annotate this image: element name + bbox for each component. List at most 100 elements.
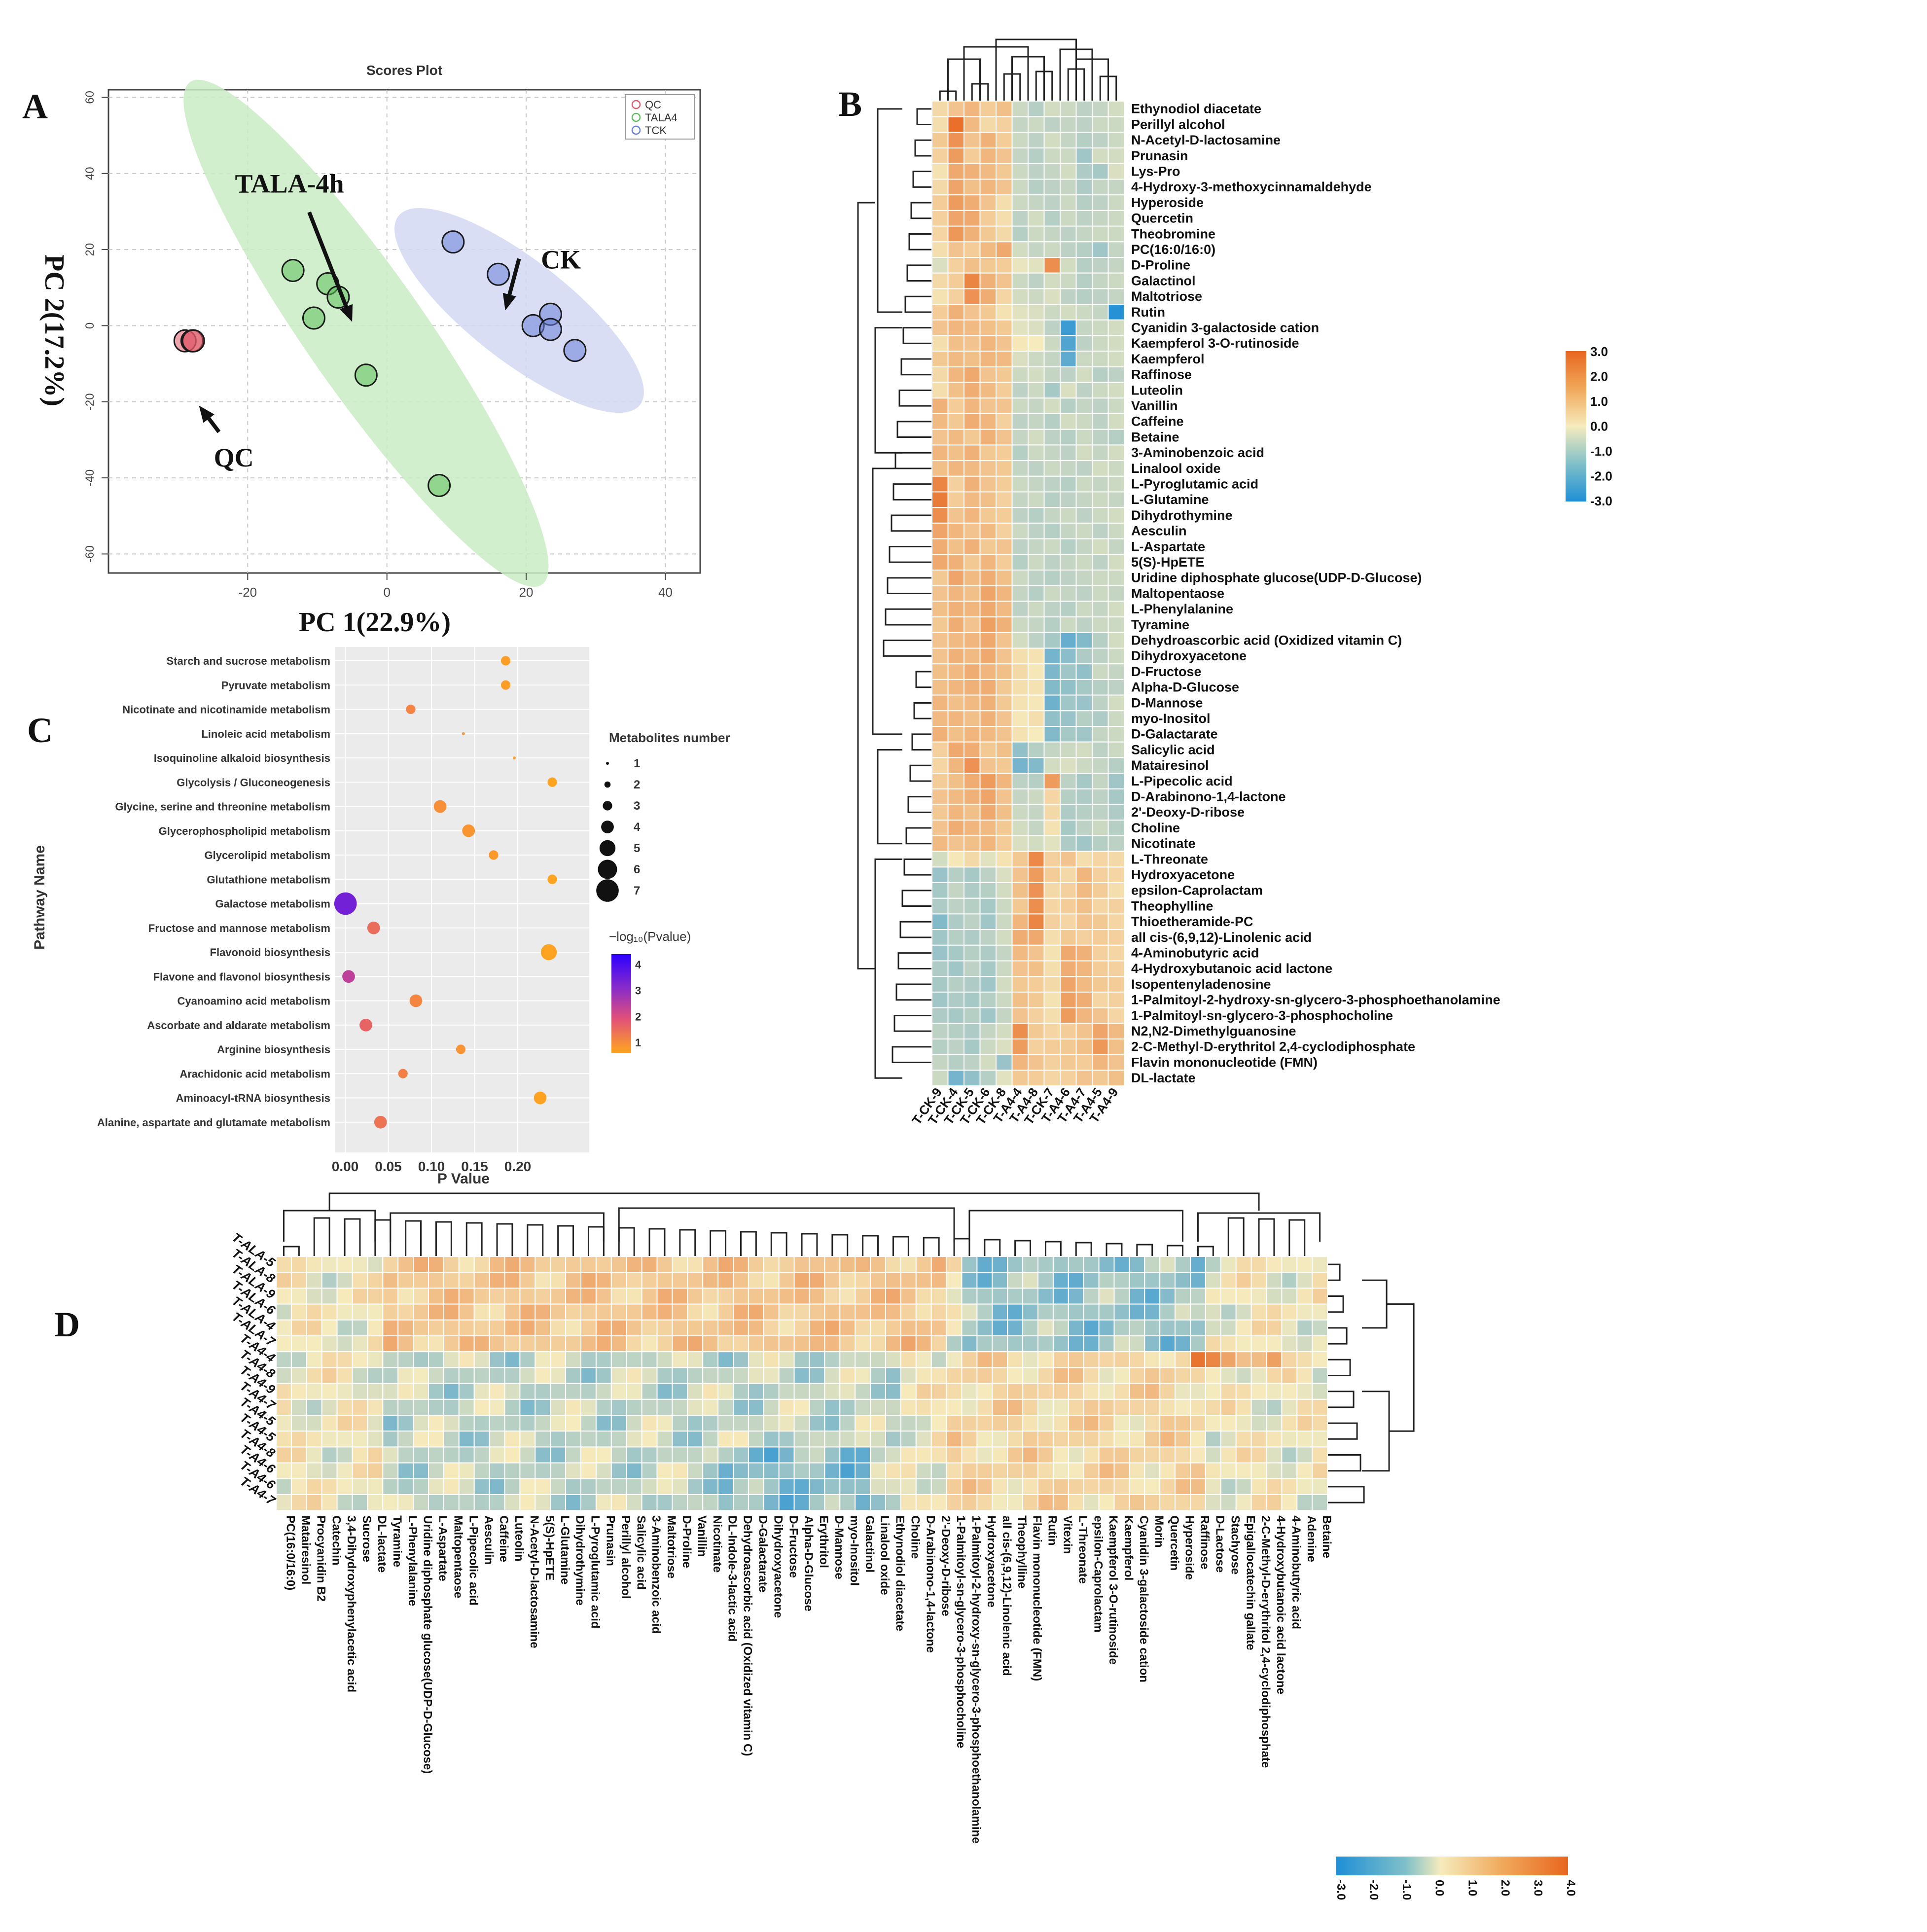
heatmap-b-cell (931, 929, 949, 946)
heatmap-d-cell (1266, 1383, 1283, 1400)
heatmap-b-cell (964, 194, 981, 211)
heatmap-d-cell (473, 1367, 490, 1384)
heatmap-d-cell (839, 1272, 856, 1289)
heatmap-b-cell (931, 773, 949, 789)
heatmap-d-cell (702, 1383, 719, 1400)
dendrogram-branch (465, 1222, 483, 1256)
heatmap-d-cell (565, 1351, 581, 1368)
heatmap-d-cell (915, 1462, 932, 1479)
heatmap-d-cell (1144, 1415, 1161, 1432)
heatmap-b-cell (931, 585, 949, 602)
heatmap-b-cell (1028, 991, 1045, 1008)
heatmap-d-cell (1068, 1415, 1084, 1432)
heatmap-d-cell (1296, 1319, 1313, 1337)
heatmap-b-cell (931, 616, 949, 633)
heatmap-d-cell (672, 1288, 688, 1305)
size-legend-label: 3 (634, 799, 640, 813)
heatmap-b-cell (1028, 882, 1045, 899)
heatmap-d-cell (1098, 1335, 1115, 1353)
heatmap-b-cell (1092, 944, 1109, 962)
heatmap-d-cell (1296, 1431, 1313, 1448)
heatmap-b-cell (1028, 570, 1045, 586)
heatmap-d-cell (839, 1398, 856, 1416)
heatmap-b-cell (1060, 976, 1077, 993)
heatmap-b-cell (1107, 351, 1125, 367)
heatmap-b-cell (1092, 429, 1109, 446)
heatmap-d-cell (687, 1431, 704, 1448)
heatmap-b-cell (931, 304, 949, 321)
heatmap-b-cell (964, 663, 981, 680)
heatmap-d-cell (580, 1494, 597, 1511)
heatmap-b-cell (1043, 116, 1061, 133)
heatmap-b-cell (947, 272, 964, 289)
heatmap-d-cell (976, 1303, 993, 1321)
heatmap-d-cell (946, 1319, 963, 1337)
heatmap-d-cell (473, 1478, 490, 1496)
heatmap-d-col-label: 4-Aminobutyric acid (1289, 1515, 1303, 1629)
heatmap-d-cell (397, 1415, 414, 1432)
heatmap-d-cell (1052, 1319, 1069, 1337)
dendrogram-branch (923, 1237, 940, 1256)
heatmap-b-cell (947, 554, 964, 571)
heatmap-b-cell (1011, 366, 1029, 383)
heatmap-d-cell (1281, 1446, 1298, 1464)
size-legend-dot (606, 762, 609, 765)
heatmap-b-cell (931, 1070, 949, 1087)
heatmap-d-cell (473, 1303, 490, 1321)
heatmap-b-cell (947, 475, 964, 493)
heatmap-d-col-label: D-Lactose (1213, 1515, 1227, 1573)
heatmap-d-cell (839, 1415, 856, 1432)
heatmap-b-cell (931, 194, 949, 211)
heatmap-b-cell (979, 351, 997, 367)
heatmap-d-cell (306, 1319, 322, 1337)
heatmap-b-cell (996, 976, 1013, 993)
heatmap-b-cell (1092, 882, 1109, 899)
heatmap-d-cell (961, 1415, 978, 1432)
heatmap-d-cell (489, 1383, 505, 1400)
heatmap-b-cell (1107, 851, 1125, 868)
dendrogram-branch (679, 1229, 696, 1256)
heatmap-d-cell (1250, 1351, 1267, 1368)
heatmap-d-cell (610, 1494, 627, 1511)
heatmap-d-cell (1113, 1462, 1130, 1479)
heatmap-d-cell (473, 1446, 490, 1464)
heatmap-d-cell (1083, 1462, 1100, 1479)
heatmap-b-cell (1043, 991, 1061, 1008)
heatmap-d-cell (550, 1288, 567, 1305)
heatmap-b-cell (964, 210, 981, 227)
heatmap-b-cell (931, 976, 949, 993)
heatmap-b-cell (1107, 1070, 1125, 1087)
heatmap-b-cell (931, 570, 949, 586)
heatmap-d-cell (900, 1319, 917, 1337)
heatmap-b-cell (947, 694, 964, 712)
dendrogram-branch (907, 796, 932, 813)
heatmap-d-cell (915, 1415, 932, 1432)
heatmap-d-cell (290, 1478, 307, 1496)
heatmap-b-cell (996, 241, 1013, 258)
heatmap-d-cell (763, 1446, 780, 1464)
heatmap-b-cell (964, 710, 981, 727)
heatmap-b-cell (1060, 507, 1077, 524)
y-tick-label: 0 (83, 322, 97, 329)
heatmap-b-cell (1043, 491, 1061, 508)
heatmap-d-cell (687, 1335, 704, 1353)
heatmap-b-cell (1075, 554, 1093, 571)
heatmap-d-cell (458, 1462, 475, 1479)
heatmap-d-cell (550, 1478, 567, 1496)
heatmap-d-cell (992, 1415, 1008, 1432)
score-point-tck (441, 230, 465, 254)
heatmap-d-cell (763, 1319, 780, 1337)
heatmap-d-cell (885, 1367, 901, 1384)
heatmap-d-cell (290, 1256, 307, 1273)
dendrogram-branch (911, 733, 932, 751)
heatmap-d-col-label: 4-Hydroxybutanoic acid lactone (1274, 1515, 1287, 1694)
heatmap-b-cell (1043, 1023, 1061, 1040)
heatmap-b-cell (947, 163, 964, 180)
dendrogram-branch (770, 1232, 787, 1256)
heatmap-d-cell (1250, 1319, 1267, 1337)
heatmap-d-cell (1205, 1462, 1221, 1479)
heatmap-b-cell (947, 585, 964, 602)
heatmap-b-cell (1043, 1054, 1061, 1071)
